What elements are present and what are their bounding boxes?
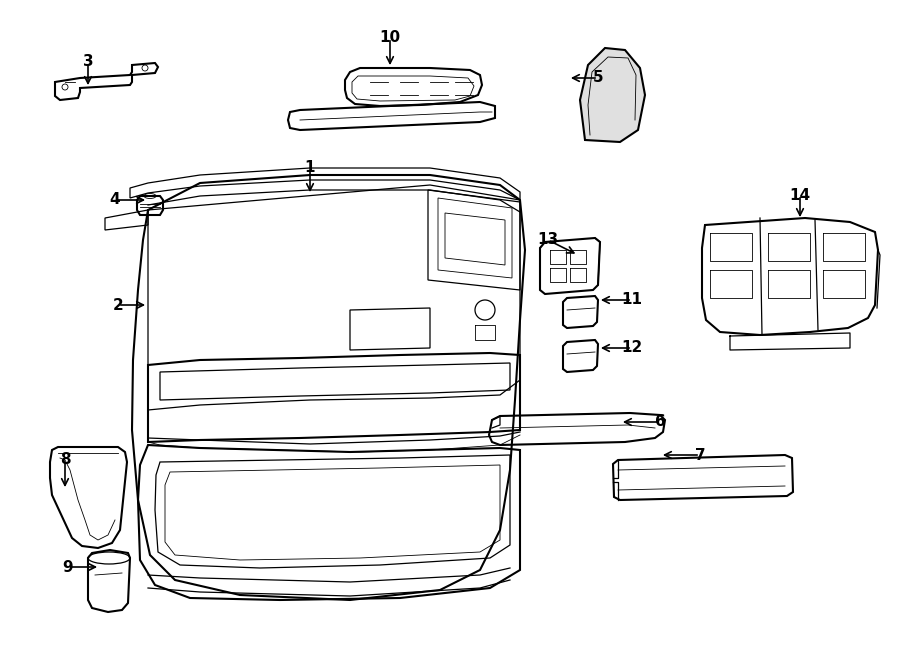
Text: 11: 11: [622, 293, 643, 307]
Polygon shape: [580, 48, 645, 142]
Text: 14: 14: [789, 188, 811, 202]
Text: 9: 9: [63, 559, 73, 574]
Text: 6: 6: [654, 414, 665, 430]
Text: 4: 4: [110, 192, 121, 208]
Text: 3: 3: [83, 54, 94, 69]
Text: 12: 12: [621, 340, 643, 356]
Text: 5: 5: [593, 71, 603, 85]
Text: 13: 13: [537, 233, 559, 247]
Text: 10: 10: [380, 30, 400, 46]
Text: 7: 7: [695, 447, 706, 463]
Text: 2: 2: [112, 297, 123, 313]
Text: 1: 1: [305, 161, 315, 176]
Text: 8: 8: [59, 453, 70, 467]
